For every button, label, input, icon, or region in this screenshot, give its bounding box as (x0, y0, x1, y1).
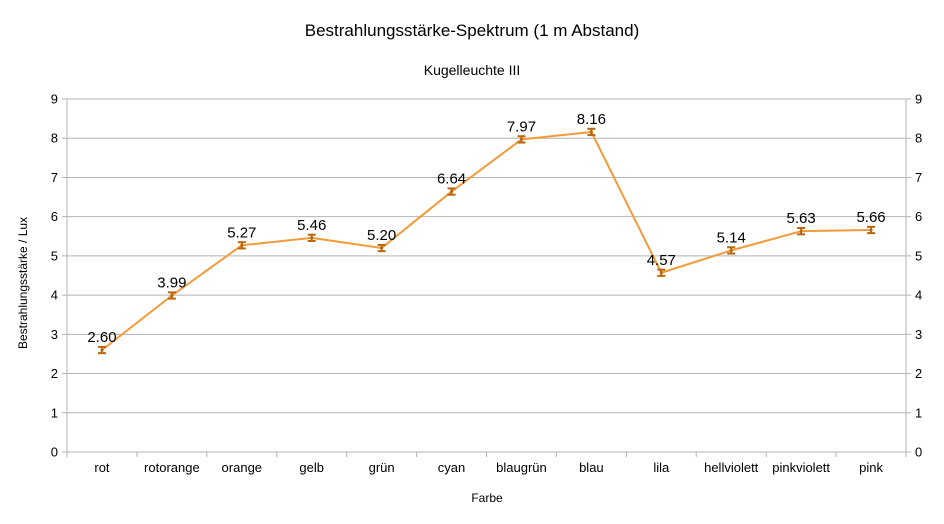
y-tick-label: 1 (51, 405, 58, 420)
data-labels: 2.60 3.99 5.27 5.46 5.20 6.64 7.97 8.16 4.57 5.14… (87, 111, 885, 346)
data-point (869, 228, 873, 232)
data-point (450, 190, 454, 194)
x-tick-label: lila (653, 460, 670, 475)
series-line (101, 130, 872, 351)
y-tick-label-right: 2 (915, 366, 922, 381)
data-label: 2.60 (87, 329, 116, 346)
y-tick-label-right: 0 (915, 445, 922, 460)
data-point (589, 130, 593, 134)
data-point (380, 246, 384, 250)
y-tick-label: 6 (51, 209, 58, 224)
y-tick-label-right: 7 (915, 170, 922, 185)
data-point (100, 348, 104, 352)
data-point (240, 243, 244, 247)
x-tick-label: blau (579, 460, 604, 475)
x-tick-label: pink (859, 460, 883, 475)
data-point (519, 137, 523, 141)
y-tick-label: 5 (51, 248, 58, 263)
y-tick-label-right: 4 (915, 288, 922, 303)
y-tick-label: 2 (51, 366, 58, 381)
x-tick-label: pinkviolett (772, 460, 830, 475)
data-label: 3.99 (157, 275, 186, 292)
y-tick-label: 8 (51, 131, 58, 146)
chart-subtitle: Kugelleuchte III (424, 62, 521, 78)
x-tick-label: hellviolett (704, 460, 759, 475)
y-tick-label-right: 3 (915, 327, 922, 342)
x-tick-label: blaugrün (496, 460, 547, 475)
y-tick-label-right: 6 (915, 209, 922, 224)
y-tick-label-right: 1 (915, 405, 922, 420)
x-tick-label: rotorange (144, 460, 200, 475)
data-label: 6.64 (437, 171, 466, 188)
data-label: 5.20 (367, 227, 396, 244)
x-tick-label: gelb (299, 460, 324, 475)
y-tick-label-right: 5 (915, 248, 922, 263)
y-axis-label: Bestrahlungsstärke / Lux (16, 217, 30, 349)
data-label: 5.63 (787, 210, 816, 227)
y-tick-label: 7 (51, 170, 58, 185)
data-label: 5.66 (856, 209, 885, 226)
y-tick-label: 0 (51, 445, 58, 460)
data-label: 5.46 (297, 217, 326, 234)
data-point (170, 294, 174, 298)
data-label: 5.27 (227, 224, 256, 241)
data-label: 4.57 (647, 252, 676, 269)
data-point (310, 236, 314, 240)
data-point (659, 271, 663, 275)
y-tick-label: 4 (51, 288, 58, 303)
y-tick-label-right: 9 (915, 92, 922, 107)
series (97, 127, 876, 355)
chart-title: Bestrahlungsstärke-Spektrum (1 m Abstand… (305, 21, 639, 40)
data-point (799, 229, 803, 233)
data-label: 8.16 (577, 111, 606, 128)
y-tick-label: 3 (51, 327, 58, 342)
data-point (729, 248, 733, 252)
gridlines (67, 98, 906, 453)
y-tick-label-right: 8 (915, 131, 922, 146)
x-tick-label: rot (94, 460, 110, 475)
axes: 0 0 1 1 2 2 3 3 4 4 5 5 6 6 7 7 8 8 9 9 rot rotorange orange ge… (51, 92, 922, 476)
data-label: 5.14 (717, 229, 746, 246)
data-label: 7.97 (507, 118, 536, 135)
x-tick-label: cyan (438, 460, 465, 475)
x-axis-label: Farbe (471, 491, 503, 505)
y-tick-label: 9 (51, 92, 58, 107)
x-tick-label: grün (369, 460, 395, 475)
x-tick-label: orange (222, 460, 262, 475)
